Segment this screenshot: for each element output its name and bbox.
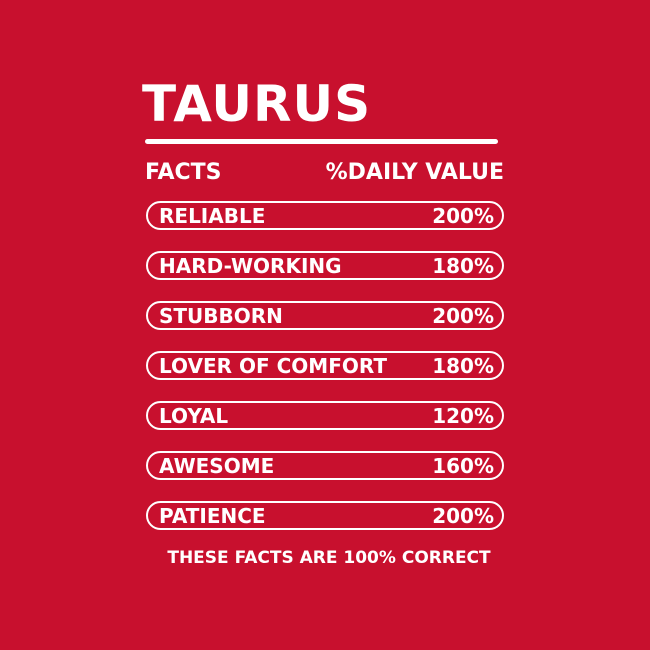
fact-row: PATIENCE 200% <box>146 501 504 530</box>
fact-value: 180% <box>432 353 494 378</box>
footer-note: THESE FACTS ARE 100% CORRECT <box>167 548 491 568</box>
fact-value: 120% <box>432 403 494 428</box>
fact-value: 160% <box>432 453 494 478</box>
fact-row: RELIABLE 200% <box>146 201 504 230</box>
fact-value: 200% <box>432 503 494 528</box>
fact-row: LOYAL 120% <box>146 401 504 430</box>
fact-row: STUBBORN 200% <box>146 301 504 330</box>
title-rule <box>145 139 498 144</box>
fact-label: STUBBORN <box>159 303 283 328</box>
fact-row: LOVER OF COMFORT 180% <box>146 351 504 380</box>
fact-label: RELIABLE <box>159 203 266 228</box>
fact-value: 200% <box>432 203 494 228</box>
fact-label: AWESOME <box>159 453 275 478</box>
fact-value: 180% <box>432 253 494 278</box>
fact-label: HARD-WORKING <box>159 253 342 278</box>
fact-value: 200% <box>432 303 494 328</box>
fact-label: PATIENCE <box>159 503 266 528</box>
title: TAURUS <box>142 75 372 133</box>
fact-label: LOYAL <box>159 403 229 428</box>
fact-row: AWESOME 160% <box>146 451 504 480</box>
header-daily-value: %DAILY VALUE <box>325 160 504 185</box>
fact-row: HARD-WORKING 180% <box>146 251 504 280</box>
fact-label: LOVER OF COMFORT <box>159 353 388 378</box>
header-facts: FACTS <box>145 160 222 185</box>
